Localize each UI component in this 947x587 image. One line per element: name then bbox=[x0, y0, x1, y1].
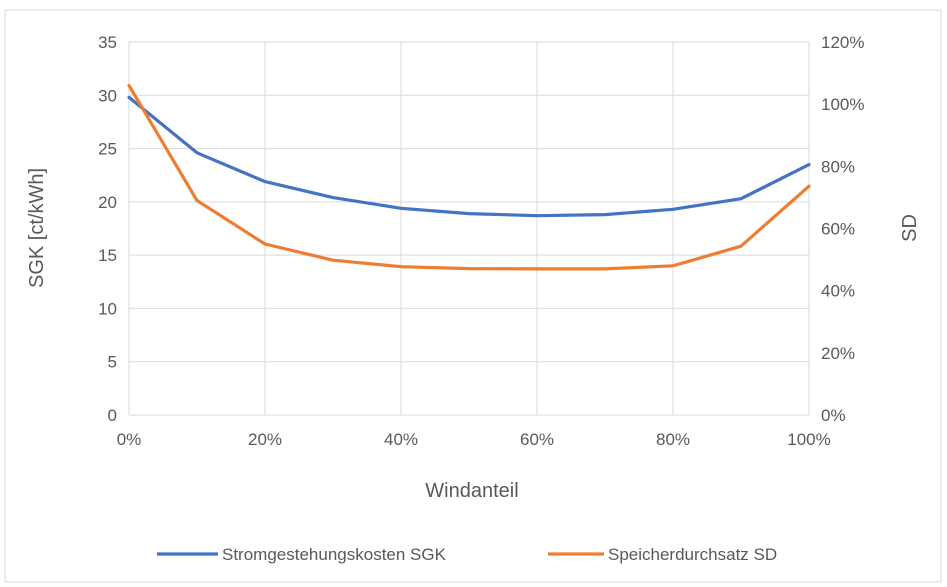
y2-tick-label: 40% bbox=[821, 282, 855, 301]
axes bbox=[128, 42, 810, 416]
y-tick-label: 30 bbox=[98, 86, 117, 105]
x-tick-label: 80% bbox=[656, 430, 690, 449]
vertical-gridlines bbox=[264, 42, 674, 415]
series-line-1 bbox=[127, 95, 811, 218]
y-tick-label: 20 bbox=[98, 193, 117, 212]
legend-label: Stromgestehungskosten SGK bbox=[222, 545, 447, 564]
y2-tick-label: 80% bbox=[821, 157, 855, 176]
y2-tick-label: 20% bbox=[821, 344, 855, 363]
y2-axis-title: SD bbox=[899, 214, 921, 242]
chart-frame bbox=[4, 9, 942, 583]
series-line-2 bbox=[127, 83, 811, 271]
y-axis-title: SGK [ct/kWh] bbox=[26, 168, 48, 288]
legend-label: Speicherdurchsatz SD bbox=[608, 545, 777, 564]
y-tick-label: 0 bbox=[108, 406, 117, 425]
y-tick-label: 25 bbox=[98, 140, 117, 159]
y-tick-label: 35 bbox=[98, 33, 117, 52]
x-axis-title: Windanteil bbox=[425, 480, 518, 502]
y-tick-label: 10 bbox=[98, 299, 117, 318]
y2-tick-label: 0% bbox=[821, 406, 846, 425]
y-axis-ticks: 0 5 10 15 20 25 30 35 bbox=[98, 33, 117, 425]
horizontal-gridlines bbox=[129, 41, 809, 363]
x-tick-label: 100% bbox=[787, 430, 830, 449]
x-tick-label: 20% bbox=[248, 430, 282, 449]
y2-axis-ticks: 0% 20% 40% 60% 80% 100% 120% bbox=[821, 33, 864, 425]
y-tick-label: 5 bbox=[108, 353, 117, 372]
y2-tick-label: 120% bbox=[821, 33, 864, 52]
x-tick-label: 40% bbox=[384, 430, 418, 449]
series-lines bbox=[127, 83, 811, 271]
legend: Stromgestehungskosten SGK Speicherdurchsa… bbox=[157, 545, 777, 564]
y2-tick-label: 100% bbox=[821, 95, 864, 114]
x-tick-label: 0% bbox=[117, 430, 142, 449]
x-axis-ticks: 0% 20% 40% 60% 80% 100% bbox=[117, 430, 831, 449]
y2-tick-label: 60% bbox=[821, 220, 855, 239]
y-tick-label: 15 bbox=[98, 246, 117, 265]
x-tick-label: 60% bbox=[520, 430, 554, 449]
